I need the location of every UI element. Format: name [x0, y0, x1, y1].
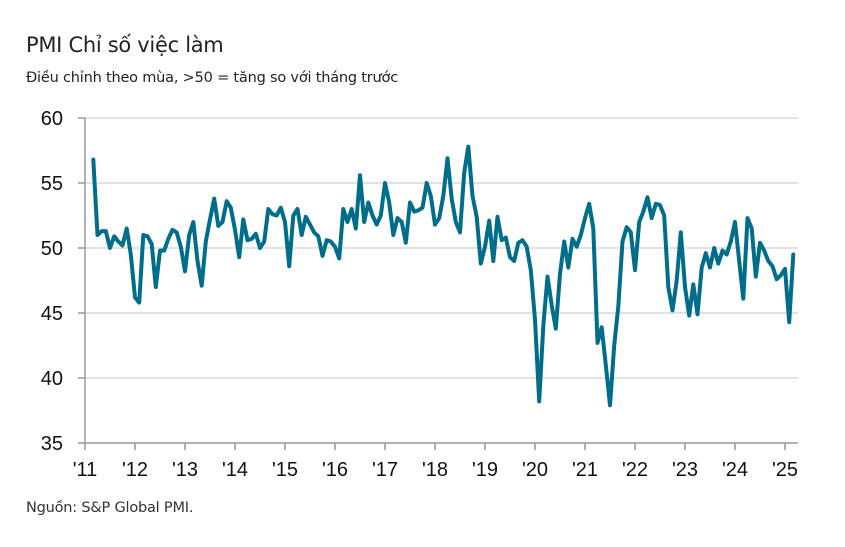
x-tick-label: '24 — [722, 459, 748, 481]
series-line — [91, 144, 796, 408]
x-tick-label: '12 — [122, 459, 148, 481]
y-tick-label: 50 — [41, 238, 63, 260]
x-tick-label: '21 — [572, 459, 598, 481]
x-tick-label: '25 — [772, 459, 798, 481]
x-tick-label: '16 — [322, 459, 348, 481]
x-tick-label: '15 — [272, 459, 298, 481]
y-tick-label: 45 — [41, 303, 63, 325]
x-tick-label: '17 — [372, 459, 398, 481]
x-tick-label: '18 — [422, 459, 448, 481]
series-group — [91, 144, 796, 408]
gridlines — [85, 117, 798, 379]
y-tick-label: 60 — [41, 108, 63, 130]
x-axis: '11 '12 '13 '14 '15 '16 '17 '18 '19 '20 '21 '22 '23 '… — [73, 442, 798, 481]
x-tick-label: '11 — [73, 459, 98, 481]
x-tick-label: '19 — [472, 459, 498, 481]
y-tick-label: 40 — [41, 368, 63, 390]
y-tick-label: 35 — [41, 433, 63, 455]
y-axis: 60 55 50 45 40 35 — [41, 108, 86, 455]
x-tick-label: '23 — [672, 459, 698, 481]
x-tick-label: '20 — [522, 459, 548, 481]
chart-title: PMI Chỉ số việc làm — [26, 33, 224, 57]
chart-subtitle: Điều chỉnh theo mùa, >50 = tăng so với t… — [26, 70, 398, 86]
x-tick-label: '13 — [172, 459, 198, 481]
chart-source: Nguồn: S&P Global PMI. — [26, 500, 194, 516]
y-tick-label: 55 — [41, 173, 63, 195]
x-tick-label: '14 — [222, 459, 248, 481]
x-tick-label: '22 — [622, 459, 648, 481]
